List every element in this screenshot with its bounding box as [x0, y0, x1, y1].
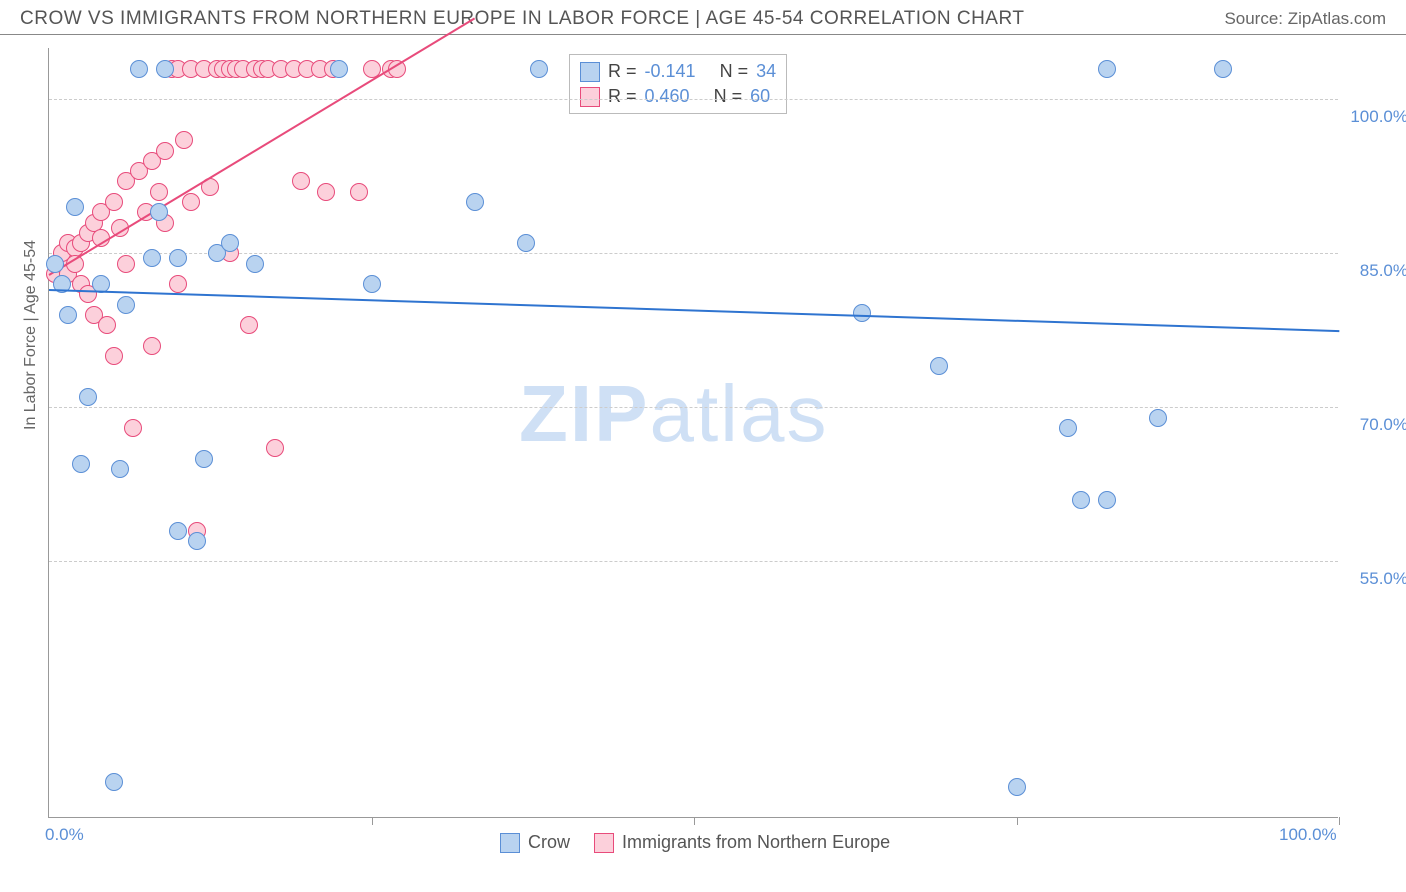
data-point-series1: [330, 60, 348, 78]
gridline-h: [49, 561, 1338, 562]
data-point-series1: [517, 234, 535, 252]
data-point-series1: [66, 198, 84, 216]
data-point-series1: [117, 296, 135, 314]
r-value-series2: 0.460: [645, 86, 690, 107]
data-point-series1: [930, 357, 948, 375]
x-tick-label: 0.0%: [45, 825, 84, 845]
data-point-series1: [530, 60, 548, 78]
data-point-series2: [240, 316, 258, 334]
data-point-series2: [156, 142, 174, 160]
data-point-series1: [195, 450, 213, 468]
swatch-series1: [580, 62, 600, 82]
legend-item-series1: Crow: [500, 832, 570, 853]
y-tick-label: 55.0%: [1348, 569, 1406, 589]
n-value-series1: 34: [756, 61, 776, 82]
data-point-series2: [124, 419, 142, 437]
chart-title: CROW VS IMMIGRANTS FROM NORTHERN EUROPE …: [20, 8, 1024, 30]
data-point-series1: [363, 275, 381, 293]
data-point-series1: [169, 249, 187, 267]
x-tick-label: 100.0%: [1279, 825, 1337, 845]
data-point-series1: [246, 255, 264, 273]
legend-row-series2: R = 0.460 N = 60: [580, 84, 776, 109]
legend-row-series1: R = -0.141 N = 34: [580, 59, 776, 84]
data-point-series1: [46, 255, 64, 273]
scatter-chart: ZIPatlas R = -0.141 N = 34 R = 0.460 N =…: [48, 48, 1338, 818]
data-point-series2: [175, 131, 193, 149]
n-value-series2: 60: [750, 86, 770, 107]
data-point-series2: [105, 347, 123, 365]
data-point-series1: [1149, 409, 1167, 427]
swatch-series1: [500, 833, 520, 853]
chart-header: CROW VS IMMIGRANTS FROM NORTHERN EUROPE …: [0, 0, 1406, 35]
legend-item-series2: Immigrants from Northern Europe: [594, 832, 890, 853]
data-point-series1: [1098, 491, 1116, 509]
data-point-series1: [466, 193, 484, 211]
data-point-series2: [350, 183, 368, 201]
data-point-series2: [150, 183, 168, 201]
trendline-series2: [48, 17, 475, 275]
r-value-series1: -0.141: [645, 61, 696, 82]
data-point-series2: [143, 337, 161, 355]
data-point-series1: [111, 460, 129, 478]
data-point-series1: [105, 773, 123, 791]
gridline-h: [49, 99, 1338, 100]
series-legend: Crow Immigrants from Northern Europe: [500, 832, 890, 853]
y-axis-label: In Labor Force | Age 45-54: [22, 240, 40, 430]
data-point-series1: [130, 60, 148, 78]
x-tick: [694, 817, 695, 825]
y-tick-label: 70.0%: [1348, 415, 1406, 435]
data-point-series2: [169, 275, 187, 293]
data-point-series1: [1059, 419, 1077, 437]
gridline-h: [49, 407, 1338, 408]
data-point-series1: [150, 203, 168, 221]
data-point-series1: [188, 532, 206, 550]
x-tick: [1017, 817, 1018, 825]
data-point-series2: [117, 255, 135, 273]
data-point-series1: [1072, 491, 1090, 509]
data-point-series1: [59, 306, 77, 324]
gridline-h: [49, 253, 1338, 254]
data-point-series1: [853, 304, 871, 322]
swatch-series2: [580, 87, 600, 107]
data-point-series1: [79, 388, 97, 406]
data-point-series2: [292, 172, 310, 190]
data-point-series2: [98, 316, 116, 334]
data-point-series1: [221, 234, 239, 252]
data-point-series1: [156, 60, 174, 78]
data-point-series1: [1098, 60, 1116, 78]
source-label: Source: ZipAtlas.com: [1224, 9, 1386, 29]
x-tick: [372, 817, 373, 825]
correlation-legend: R = -0.141 N = 34 R = 0.460 N = 60: [569, 54, 787, 114]
data-point-series1: [169, 522, 187, 540]
swatch-series2: [594, 833, 614, 853]
y-tick-label: 100.0%: [1348, 107, 1406, 127]
data-point-series2: [105, 193, 123, 211]
watermark: ZIPatlas: [519, 368, 828, 460]
data-point-series2: [317, 183, 335, 201]
data-point-series1: [1008, 778, 1026, 796]
data-point-series1: [143, 249, 161, 267]
x-tick: [1339, 817, 1340, 825]
data-point-series2: [182, 193, 200, 211]
data-point-series2: [266, 439, 284, 457]
data-point-series1: [1214, 60, 1232, 78]
y-tick-label: 85.0%: [1348, 261, 1406, 281]
data-point-series1: [72, 455, 90, 473]
